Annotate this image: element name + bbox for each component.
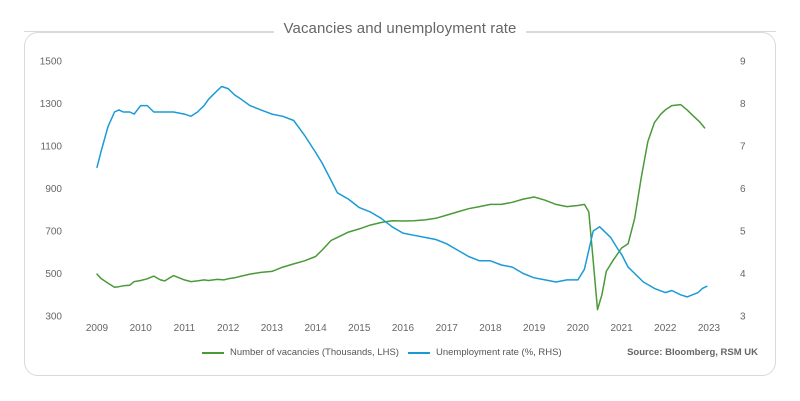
y-left-tick-4: 1100 xyxy=(40,142,62,153)
y-left-tick-3: 900 xyxy=(45,184,62,195)
y-left-tick-6: 1500 xyxy=(40,57,63,68)
legend-vacancies-label: Number of vacancies (Thousands, LHS) xyxy=(230,347,399,358)
title-rule-left xyxy=(24,31,274,32)
series-line-unemployment xyxy=(96,85,708,298)
y-right-tick-5: 8 xyxy=(740,99,746,110)
x-tick-4: 2013 xyxy=(261,323,284,334)
title-rule-right xyxy=(526,31,776,32)
legend-unemployment-swatch xyxy=(408,351,430,354)
x-tick-7: 2016 xyxy=(392,323,415,334)
y-left-tick-0: 300 xyxy=(45,312,62,323)
y-right-tick-4: 7 xyxy=(740,142,746,153)
x-tick-14: 2023 xyxy=(698,323,721,334)
y-left-tick-1: 500 xyxy=(45,269,62,280)
x-tick-11: 2020 xyxy=(567,323,590,334)
y-right-tick-2: 5 xyxy=(740,227,746,238)
series-line-vacancies xyxy=(96,103,706,311)
source-note: Source: Bloomberg, RSM UK xyxy=(627,347,758,358)
legend-unemployment-label: Unemployment rate (%, RHS) xyxy=(436,347,562,358)
chart-title-wrap: Vacancies and unemployment rate xyxy=(0,20,800,38)
x-tick-2: 2011 xyxy=(174,323,196,334)
y-right-tick-3: 6 xyxy=(740,184,746,195)
legend-vacancies: Number of vacancies (Thousands, LHS) xyxy=(202,347,399,358)
x-tick-6: 2015 xyxy=(348,323,371,334)
y-right-tick-6: 9 xyxy=(740,57,746,68)
x-tick-10: 2019 xyxy=(523,323,546,334)
x-tick-0: 2009 xyxy=(86,323,109,334)
chart-title: Vacancies and unemployment rate xyxy=(273,20,527,37)
x-tick-9: 2018 xyxy=(479,323,502,334)
x-tick-8: 2017 xyxy=(436,323,459,334)
x-tick-5: 2014 xyxy=(304,323,327,334)
legend-vacancies-swatch xyxy=(202,351,224,354)
chart-card xyxy=(24,32,776,376)
x-tick-1: 2010 xyxy=(130,323,153,334)
y-right-tick-1: 4 xyxy=(740,269,746,280)
y-left-tick-5: 1300 xyxy=(40,99,63,110)
y-right-tick-0: 3 xyxy=(740,312,746,323)
x-tick-13: 2022 xyxy=(654,323,677,334)
x-tick-3: 2012 xyxy=(217,323,240,334)
legend-unemployment: Unemployment rate (%, RHS) xyxy=(408,347,562,358)
x-tick-12: 2021 xyxy=(610,323,633,334)
y-left-tick-2: 700 xyxy=(45,227,62,238)
